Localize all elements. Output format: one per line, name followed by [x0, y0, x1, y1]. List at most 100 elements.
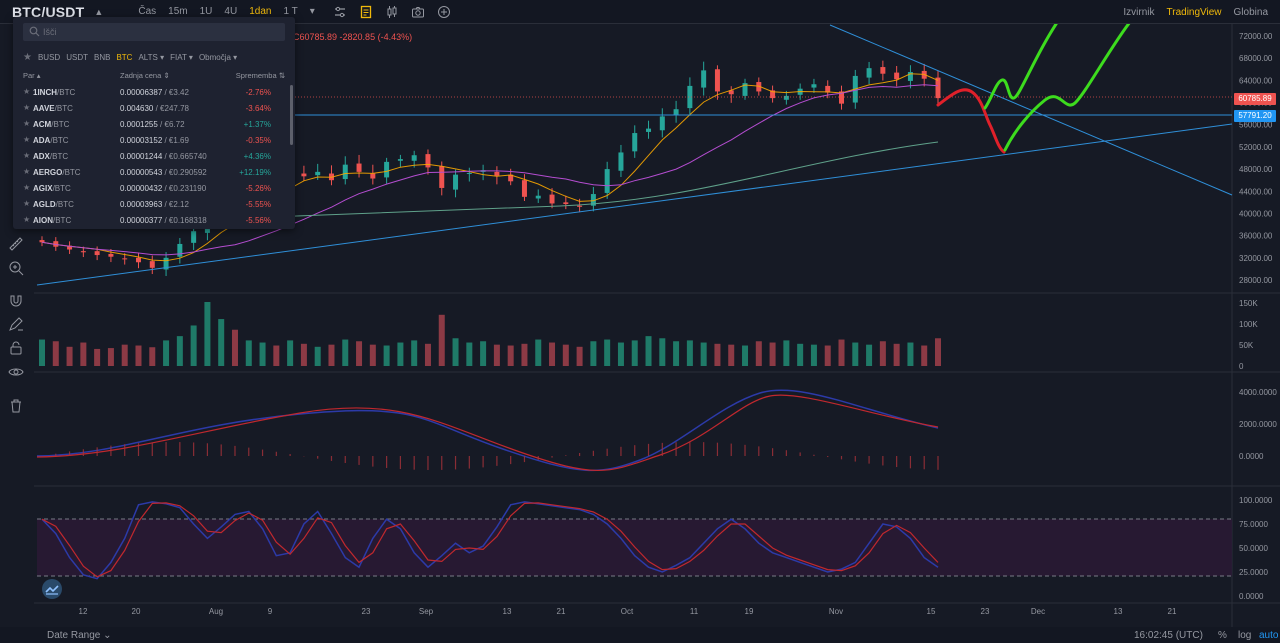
trash-icon[interactable]: [8, 398, 24, 414]
candle-body: [135, 257, 141, 263]
pencil-lock-icon[interactable]: [8, 316, 24, 332]
favorite-star-icon[interactable]: ★: [23, 199, 31, 208]
column-last-price[interactable]: Zadnja cena ⇕: [120, 71, 170, 80]
log-scale-toggle[interactable]: log: [1238, 630, 1252, 641]
add-icon[interactable]: [437, 5, 451, 19]
volume-bar: [769, 342, 776, 366]
filter-fiat[interactable]: FIAT ▾: [170, 52, 193, 62]
zoom-in-icon[interactable]: [8, 260, 24, 276]
volume-bar: [838, 339, 845, 366]
candle-body: [646, 128, 652, 132]
volume-bar: [328, 344, 335, 366]
tradingview-logo-icon[interactable]: [42, 579, 62, 599]
timeframe-1d[interactable]: 1dan: [249, 6, 272, 17]
filter-btc[interactable]: BTC: [116, 52, 133, 62]
tab-depth[interactable]: Globina: [1233, 6, 1268, 18]
favorite-star-icon[interactable]: ★: [23, 151, 31, 160]
volume-bar: [287, 340, 294, 366]
volume-bar: [342, 339, 349, 366]
favorite-star-icon[interactable]: ★: [23, 135, 31, 144]
pair-change: +4.36%: [243, 152, 271, 161]
pair-row[interactable]: ★ ADX/BTC 0.00001244 / €0.665740 +4.36%: [23, 149, 285, 165]
timeframe-15m[interactable]: 15m: [168, 6, 188, 17]
favorite-star-icon[interactable]: ★: [23, 103, 31, 112]
pair-table-header: Par ▴ Zadnja cena ⇕ Sprememba ⇅: [23, 71, 285, 83]
pair-symbol: AGIX/BTC: [33, 184, 71, 193]
filter-zones[interactable]: Območja ▾: [198, 52, 238, 62]
volume-bar: [163, 340, 170, 366]
pair-change: -2.76%: [245, 88, 271, 97]
pair-row[interactable]: ★ AGIX/BTC 0.00000432 / €0.231190 -5.26%: [23, 181, 285, 197]
candle-body: [935, 77, 941, 99]
filter-busd[interactable]: BUSD: [37, 52, 61, 62]
candle-body: [687, 85, 693, 109]
pair-row[interactable]: ★ AERGO/BTC 0.00000543 / €0.290592 +12.19%: [23, 165, 285, 181]
auto-scale-toggle[interactable]: auto: [1259, 630, 1279, 641]
pair-row[interactable]: ★ 1INCH/BTC 0.00006387 / €3.42 -2.76%: [23, 85, 285, 101]
utc-clock[interactable]: 16:02:45 (UTC): [1134, 630, 1203, 641]
volume-bar: [714, 343, 721, 366]
pair-list-scrollbar[interactable]: [290, 85, 293, 145]
volume-bar: [879, 341, 886, 366]
camera-icon[interactable]: [411, 5, 425, 19]
candle-body: [880, 67, 886, 74]
filter-usdt[interactable]: USDT: [66, 52, 88, 62]
timeframe-more-icon[interactable]: ▾: [309, 6, 315, 17]
pair-last-price: 0.00001244 / €0.665740: [120, 152, 207, 161]
tab-tradingview[interactable]: TradingView: [1166, 6, 1222, 18]
price-tick-label: 28000.00: [1239, 276, 1273, 285]
volume-bar: [852, 342, 859, 366]
candle-body: [453, 174, 459, 190]
tab-original[interactable]: Izvirnik: [1123, 6, 1155, 18]
pair-row[interactable]: ★ ADA/BTC 0.00003152 / €1.69 -0.35%: [23, 133, 285, 149]
timeframe-1h[interactable]: 1U: [199, 6, 213, 17]
pair-row[interactable]: ★ AGLD/BTC 0.00003963 / €2.12 -5.55%: [23, 197, 285, 213]
eye-icon[interactable]: [8, 364, 24, 380]
pair-symbol: AGLD/BTC: [33, 200, 74, 209]
settings-sliders-icon[interactable]: [333, 5, 347, 19]
macd-line: [36, 389, 939, 472]
symbol-dropdown-icon[interactable]: ▲: [94, 6, 104, 17]
search-input[interactable]: [43, 25, 273, 39]
favorite-star-icon[interactable]: ★: [23, 87, 31, 96]
timeframe-1w[interactable]: 1 T: [283, 6, 298, 17]
candle-body: [811, 84, 817, 88]
indicators-icon[interactable]: [359, 5, 373, 19]
favorite-star-icon[interactable]: ★: [23, 183, 31, 192]
favorite-star-icon[interactable]: ★: [23, 167, 31, 176]
filter-bnb[interactable]: BNB: [93, 52, 111, 62]
time-tick-label: 11: [690, 607, 699, 616]
date-range-button[interactable]: Date Range ⌄: [47, 630, 112, 641]
lock-icon[interactable]: [8, 340, 24, 356]
candles-icon[interactable]: [385, 5, 399, 19]
pair-symbol: AION/BTC: [33, 216, 72, 225]
candle-body: [439, 166, 445, 188]
candle-body: [494, 171, 500, 176]
search-box: [23, 23, 285, 41]
pair-row[interactable]: ★ ACM/BTC 0.0001255 / €6.72 +1.37%: [23, 117, 285, 133]
column-pair[interactable]: Par ▴: [23, 71, 41, 80]
pair-row[interactable]: ★ AAVE/BTC 0.004630 / €247.78 -3.64%: [23, 101, 285, 117]
timeframe-4h[interactable]: 4U: [224, 6, 238, 17]
time-tick-label: Nov: [829, 607, 843, 616]
favorite-star-icon[interactable]: ★: [23, 119, 31, 128]
pair-row[interactable]: ★ AION/BTC 0.00000377 / €0.168318 -5.56%: [23, 213, 285, 229]
volume-bar: [700, 342, 707, 366]
candle-body: [604, 169, 610, 193]
ma-short-line: [41, 73, 939, 262]
symbol-title[interactable]: BTC/USDT: [12, 3, 85, 20]
ruler-icon[interactable]: [8, 236, 24, 252]
pair-last-price: 0.00006387 / €3.42: [120, 88, 189, 97]
candle-body: [370, 173, 376, 179]
column-change[interactable]: Sprememba ⇅: [235, 71, 285, 80]
percent-scale-toggle[interactable]: %: [1218, 630, 1227, 641]
candle-body: [742, 83, 748, 96]
favorites-star-icon[interactable]: ★: [23, 51, 32, 63]
magnet-icon[interactable]: [8, 292, 24, 308]
favorite-star-icon[interactable]: ★: [23, 215, 31, 224]
timeframe-time[interactable]: Čas: [138, 6, 157, 17]
volume-bar: [866, 344, 873, 366]
ma-medium-line: [41, 84, 939, 256]
time-tick-label: 21: [557, 607, 566, 616]
filter-alts[interactable]: ALTS ▾: [138, 52, 165, 62]
